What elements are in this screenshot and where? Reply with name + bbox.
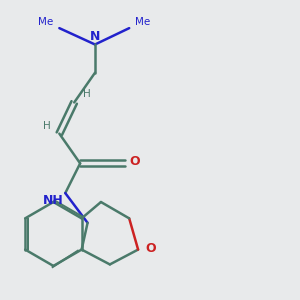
Text: Me: Me [38,17,53,27]
Text: N: N [90,30,100,43]
Text: Me: Me [135,17,150,27]
Text: NH: NH [43,194,64,207]
Text: H: H [82,89,90,100]
Text: O: O [146,242,156,255]
Text: O: O [129,155,140,168]
Text: H: H [43,121,50,131]
